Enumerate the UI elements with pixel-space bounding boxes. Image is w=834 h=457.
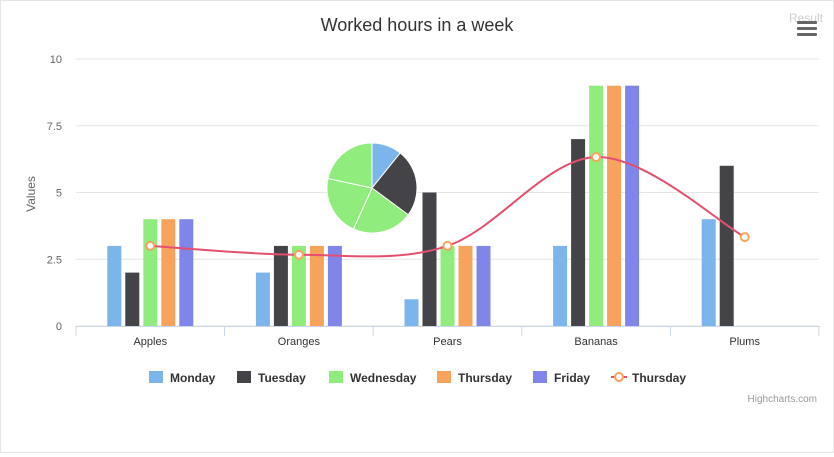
bar[interactable] <box>440 245 455 326</box>
spline-point[interactable] <box>442 240 453 251</box>
legend-item[interactable]: Monday <box>149 371 216 385</box>
x-tick-label: Bananas <box>574 336 618 348</box>
spline-point[interactable] <box>145 240 156 251</box>
x-tick-label: Plums <box>729 336 760 348</box>
legend-symbol <box>237 371 251 383</box>
bar[interactable] <box>255 272 270 326</box>
legend-label: Friday <box>554 371 590 385</box>
y-tick-label: 2.5 <box>47 254 62 266</box>
legend-label: Tuesday <box>258 371 306 385</box>
pie-slice[interactable] <box>371 152 418 216</box>
legend-item[interactable]: Tuesday <box>237 371 306 385</box>
bar[interactable] <box>309 245 324 326</box>
legend-item[interactable]: Wednesday <box>329 371 417 385</box>
axes: Apples Oranges Pears Bananas Plums <box>75 326 820 348</box>
x-tick-label: Oranges <box>278 336 321 348</box>
bar[interactable] <box>571 139 586 326</box>
legend-symbol <box>149 371 163 383</box>
bar[interactable] <box>327 245 342 326</box>
chart-title: Worked hours in a week <box>321 15 515 35</box>
bar[interactable] <box>179 219 194 326</box>
pie-chart <box>326 142 418 234</box>
bar[interactable] <box>625 85 640 326</box>
spline-point[interactable] <box>293 249 304 260</box>
bar[interactable] <box>143 219 158 326</box>
bar[interactable] <box>404 299 419 326</box>
bar[interactable] <box>607 85 622 326</box>
bar[interactable] <box>161 219 176 326</box>
legend-label: Thursday <box>632 371 686 385</box>
bar[interactable] <box>107 245 122 326</box>
y-tick-label: 10 <box>50 54 62 66</box>
y-tick-label: 5 <box>56 188 62 200</box>
legend-item[interactable]: Thursday <box>437 371 512 385</box>
legend-item[interactable]: Friday <box>533 371 590 385</box>
x-tick-label: Pears <box>433 336 462 348</box>
spline-series <box>145 151 750 260</box>
legend-label: Thursday <box>458 371 512 385</box>
spline-point[interactable] <box>591 151 602 162</box>
legend-symbol <box>437 371 451 383</box>
bar[interactable] <box>125 272 140 326</box>
x-tick-label: Apples <box>133 336 167 348</box>
bar[interactable] <box>701 219 716 326</box>
bar[interactable] <box>719 165 734 326</box>
pie-slice[interactable] <box>326 177 373 230</box>
credits[interactable]: Highcharts.com <box>748 394 817 405</box>
legend: Monday Tuesday Wednesday Thursday Friday Thur… <box>149 371 686 385</box>
bar[interactable] <box>458 245 473 326</box>
bar[interactable] <box>476 245 491 326</box>
bar[interactable] <box>291 245 306 326</box>
y-axis-label: Values <box>24 176 38 212</box>
y-tick-label: 7.5 <box>47 121 62 133</box>
legend-item[interactable]: Thursday <box>611 371 686 385</box>
legend-label: Monday <box>170 371 216 385</box>
bar[interactable] <box>553 245 568 326</box>
hamburger-menu-icon[interactable] <box>797 21 817 37</box>
y-tick-label: 0 <box>56 321 62 333</box>
legend-label: Wednesday <box>350 371 417 385</box>
pie-slice[interactable] <box>327 142 373 189</box>
legend-marker-symbol <box>614 372 624 382</box>
bar[interactable] <box>422 192 437 327</box>
legend-symbol <box>329 371 343 383</box>
legend-symbol <box>533 371 547 383</box>
bar-series <box>107 85 734 327</box>
spline-point[interactable] <box>739 232 750 243</box>
bar[interactable] <box>273 245 288 326</box>
bar[interactable] <box>589 85 604 326</box>
